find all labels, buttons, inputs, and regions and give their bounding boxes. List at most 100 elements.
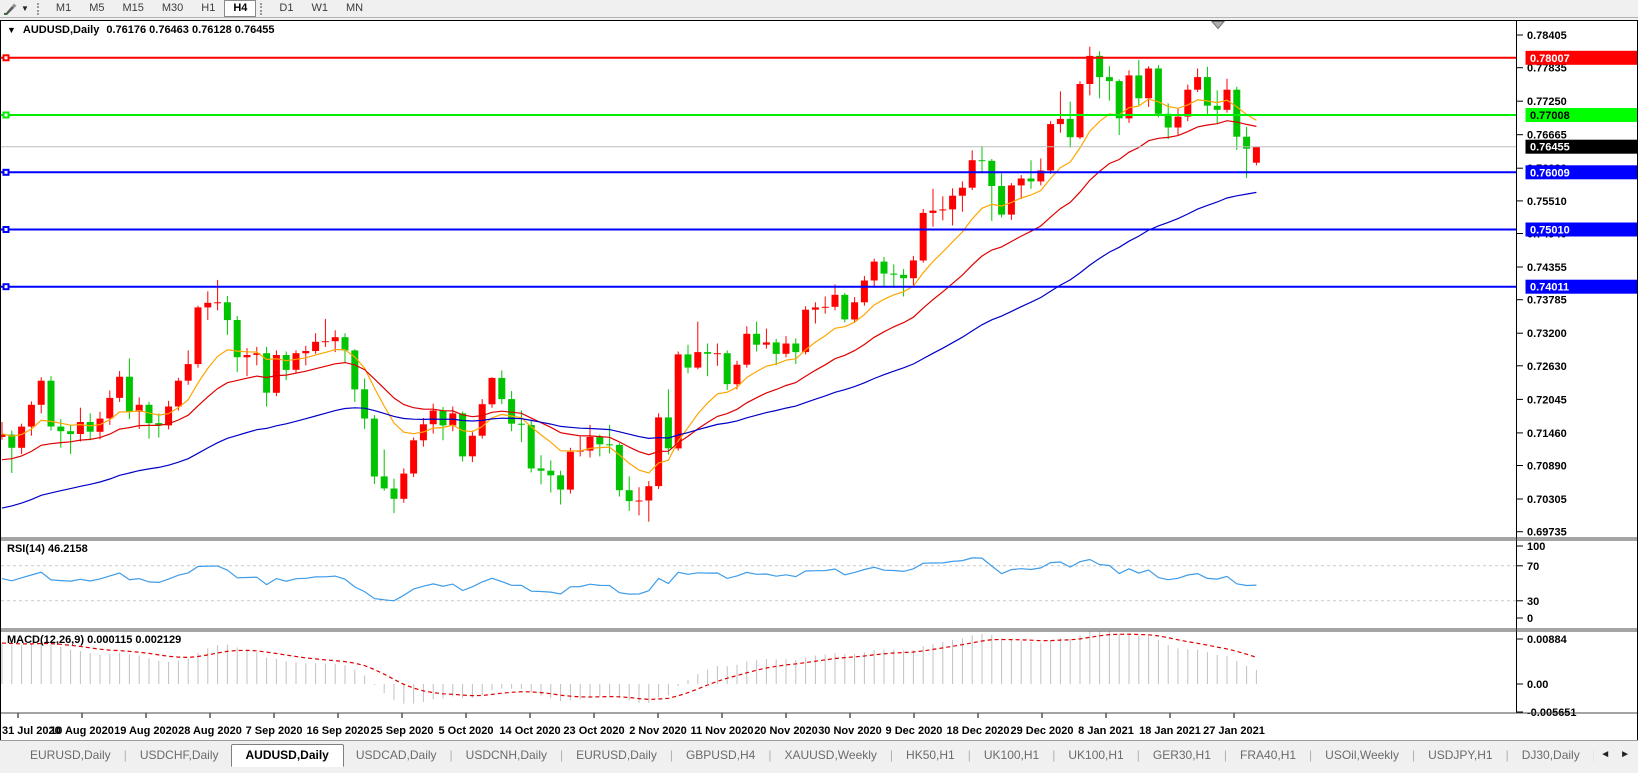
timeframe-button-h1[interactable]: H1 [201,2,216,14]
chart-tab-uk100-h1[interactable]: UK100,H1 [1068,747,1124,762]
chart-tab-ger30-h1[interactable]: GER30,H1 [1152,747,1211,762]
svg-text:0.76455: 0.76455 [1530,142,1570,154]
svg-text:0.76009: 0.76009 [1530,167,1570,179]
price-tick-label: 0.77835 [1527,63,1567,75]
date-tick-label: 2 Nov 2020 [629,725,686,737]
rsi-tick-label: 30 [1527,596,1539,608]
chart-tab-gbpusd-h4[interactable]: GBPUSD,H4 [685,747,756,762]
line-price-chip-0.76009: 0.76009 [1525,165,1638,180]
price-tick-label: 0.70890 [1527,461,1567,473]
chart-tab-hk50-h1[interactable]: HK50,H1 [906,747,955,762]
date-tick-label: 8 Jan 2021 [1078,725,1134,737]
tab-separator: | [1136,747,1140,762]
chart-tab-fra40-h1[interactable]: FRA40,H1 [1240,747,1297,762]
tab-separator: | [1223,747,1228,762]
chart-tab-uk100-h1[interactable]: UK100,H1 [983,747,1040,762]
date-tick-label: 10 Aug 2020 [50,725,114,737]
date-tick-label: 16 Sep 2020 [307,725,370,737]
price-tick-label: 0.71460 [1527,428,1567,440]
chart-tab-dj30-daily[interactable]: DJ30,Daily [1521,747,1580,762]
tab-separator: | [1309,747,1313,762]
timeframe-button-m1[interactable]: M1 [55,2,72,14]
tab-separator: | [1052,747,1056,762]
pane-separators[interactable] [1,537,1637,714]
date-tick-label: 25 Sep 2020 [371,725,434,737]
cursor-tool-icon[interactable]: ▼ [0,1,33,16]
tab-scroll-right-icon[interactable]: ► [1620,749,1630,760]
ma-55-line [1,191,1257,509]
chart-tab-usdjpy-h1[interactable]: USDJPY,H1 [1428,747,1493,762]
tab-scroll-left-icon[interactable]: ◄ [1600,749,1611,760]
date-tick-label: 18 Jan 2021 [1139,725,1201,737]
rsi-tick-label: 70 [1527,561,1539,573]
chart-tab-audusd-daily[interactable]: AUDUSD,Daily [230,743,344,767]
date-tick-label: 7 Sep 2020 [246,725,303,737]
pen-cursor-icon [4,3,17,15]
chart-tab-eurusd-daily[interactable]: EURUSD,Daily [30,747,111,762]
timeframe-group: M1 M5 M15 M30 H1 H4 [47,0,257,17]
chart-tab-usdchf-daily[interactable]: USDCHF,Daily [139,747,219,762]
macd-tick-label: 0.00 [1527,679,1548,691]
ma-22-line [1,120,1257,461]
macd-signal-line [1,633,1257,701]
price-tick-label: 0.73200 [1527,328,1567,340]
collapse-chart-icon[interactable]: ▼ [7,25,16,35]
date-tick-label: 14 Oct 2020 [499,725,560,737]
line-handle-center [4,170,8,174]
price-tick-label: 0.72045 [1527,394,1567,406]
line-price-chip-0.75010: 0.75010 [1525,222,1638,237]
date-tick-label: 28 Aug 2020 [178,725,242,737]
timeframe-button-w1[interactable]: W1 [311,2,328,14]
price-tick-label: 0.77250 [1527,96,1567,108]
toolbar-grip[interactable] [36,2,42,15]
timeframe-button-m5[interactable]: M5 [89,2,105,14]
rsi-axis[interactable]: 100 70 30 0 [1517,541,1545,625]
line-price-chip-0.77008: 0.77008 [1525,108,1638,122]
chart-tab-xauusd-weekly[interactable]: XAUUSD,Weekly [784,747,877,762]
chevron-down-icon: ▼ [21,4,29,13]
chart-tab-list: EURUSD,Daily | USDCHF,Daily AUDUSD,Daily USD… [0,741,1594,768]
ohlc-values: 0.76176 0.76463 0.76128 0.76455 [106,24,275,36]
svg-text:0.75010: 0.75010 [1530,225,1570,237]
candles-layer [1,46,1260,522]
line-handle-center [4,113,8,117]
price-tick-label: 0.76665 [1527,130,1567,142]
chart-tab-usoil-weekly[interactable]: USOil,Weekly [1325,747,1399,762]
timeframe-button-d1[interactable]: D1 [279,2,294,14]
chart-tab-usdcnh-daily[interactable]: USDCNH,Daily [465,747,548,762]
tab-separator: | [768,747,772,762]
rsi-tick-label: 0 [1527,613,1533,625]
price-tick-label: 0.72630 [1527,361,1567,373]
toolbar-grip-2[interactable] [260,2,265,15]
tab-separator: | [889,747,894,762]
timeframe-button-m30[interactable]: M30 [161,2,184,14]
chart-title: ▼ AUDUSD,Daily 0.76176 0.76463 0.76128 0… [7,24,275,36]
date-tick-label: 20 Nov 2020 [754,725,818,737]
price-tick-label: 0.69735 [1527,527,1567,539]
date-tick-label: 9 Dec 2020 [886,725,943,737]
date-tick-label: 23 Oct 2020 [563,725,624,737]
timeframe-button-mn[interactable]: MN [345,2,364,14]
timeframe-button-m15[interactable]: M15 [122,2,144,14]
chart-tab-bar: EURUSD,Daily | USDCHF,Daily AUDUSD,Daily USD… [0,740,1638,768]
date-tick-label: 5 Oct 2020 [438,725,493,737]
svg-text:0.74011: 0.74011 [1530,282,1569,294]
price-tick-label: 0.73785 [1527,295,1567,307]
tab-separator: | [1592,748,1594,762]
chart-tab-usdcad-daily[interactable]: USDCAD,Daily [355,747,437,762]
tab-separator: | [1411,747,1416,762]
chart-tab-eurusd-daily[interactable]: EURUSD,Daily [576,747,657,762]
tab-scroll-arrows: ◄ ► [1594,741,1638,768]
chart-window-bg[interactable] [1,21,1637,740]
macd-indicator-label: MACD(12,26,9) 0.000115 0.002129 [7,634,182,646]
date-tick-label: 31 Jul 2020 [2,725,61,737]
date-tick-label: 30 Nov 2020 [818,725,882,737]
rsi-indicator-label: RSI(14) 46.2158 [7,543,88,555]
timeframe-button-h4[interactable]: H4 [224,0,257,17]
date-tick-label: 27 Jan 2021 [1203,725,1265,737]
toolbar: ▼ M1 M5 M15 M30 H1 H4 D1 W1 MN [0,0,1638,18]
price-tick-label: 0.78405 [1527,30,1567,42]
chart-shift-marker[interactable] [1210,21,1226,30]
